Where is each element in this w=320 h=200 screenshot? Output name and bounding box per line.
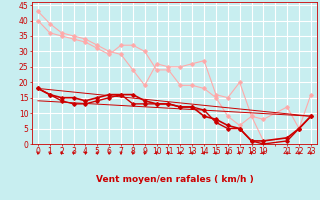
Text: Vent moyen/en rafales ( km/h ): Vent moyen/en rafales ( km/h ) — [96, 175, 253, 184]
